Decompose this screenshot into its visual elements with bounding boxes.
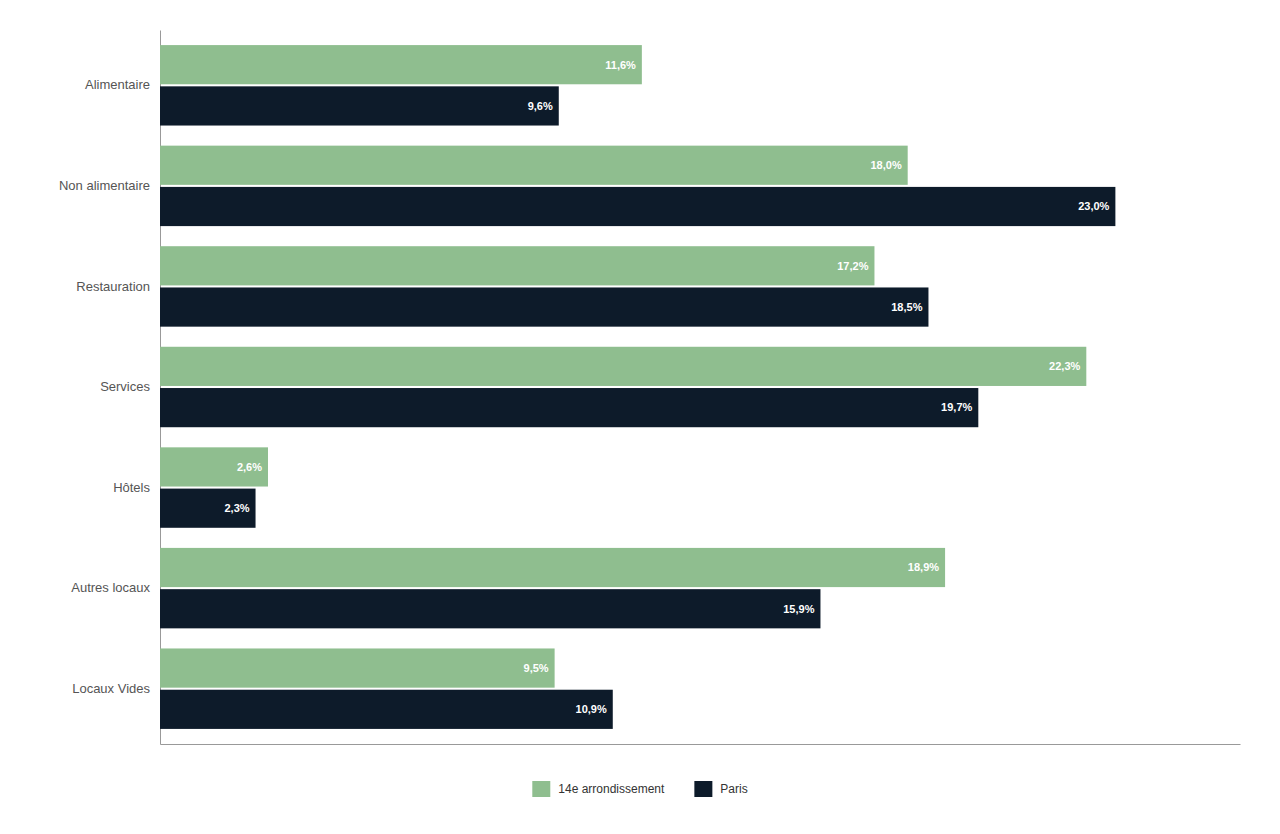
y-tick: Hôtels xyxy=(113,480,150,495)
bar xyxy=(160,388,978,427)
y-axis-line xyxy=(160,31,161,745)
legend-label: 14e arrondissement xyxy=(558,782,665,796)
data-label: 23,0% xyxy=(1078,200,1109,212)
bar xyxy=(160,187,1115,226)
data-label: 17,2% xyxy=(837,260,868,272)
bar xyxy=(160,246,874,285)
legend-swatch xyxy=(532,781,550,797)
bar xyxy=(160,347,1086,386)
legend: 14e arrondissement Paris xyxy=(532,781,747,797)
y-tick-label: Hôtels xyxy=(113,480,150,495)
data-label: 2,6% xyxy=(237,461,262,473)
data-label: 19,7% xyxy=(941,401,972,413)
y-tick-label: Services xyxy=(100,379,150,394)
plot: Alimentaire Non alimentaire Restauration Se… xyxy=(59,31,1241,745)
bar xyxy=(160,690,613,729)
y-tick-label: Non alimentaire xyxy=(59,178,150,193)
bar xyxy=(160,589,820,628)
data-label: 18,5% xyxy=(891,301,922,313)
chart: Alimentaire Non alimentaire Restauration Se… xyxy=(0,0,1280,834)
y-tick: Non alimentaire xyxy=(59,178,150,193)
y-tick: Alimentaire xyxy=(85,77,150,92)
data-label: 18,9% xyxy=(908,561,939,573)
legend-swatch xyxy=(694,781,712,797)
y-tick: Restauration xyxy=(76,279,150,294)
bar xyxy=(160,86,559,125)
bar xyxy=(160,146,908,185)
y-tick-label: Locaux Vides xyxy=(72,681,150,696)
y-tick-label: Autres locaux xyxy=(71,580,150,595)
y-tick: Services xyxy=(100,379,150,394)
y-tick-label: Alimentaire xyxy=(85,77,150,92)
y-tick: Locaux Vides xyxy=(72,681,150,696)
y-tick: Autres locaux xyxy=(71,580,150,595)
data-label: 9,6% xyxy=(528,100,553,112)
x-axis xyxy=(161,744,1241,745)
legend-label: Paris xyxy=(720,782,747,796)
data-label: 11,6% xyxy=(605,59,636,71)
data-label: 10,9% xyxy=(576,703,607,715)
bar xyxy=(160,489,256,528)
bar xyxy=(160,648,555,687)
legend-item: 14e arrondissement xyxy=(532,781,665,797)
x-axis-line xyxy=(161,744,1241,745)
bars xyxy=(160,45,1115,729)
data-label: 9,5% xyxy=(524,662,549,674)
data-label: 18,0% xyxy=(870,159,901,171)
data-label: 2,3% xyxy=(224,502,249,514)
bar xyxy=(160,447,268,486)
y-axis: Alimentaire Non alimentaire Restauration Se… xyxy=(59,31,161,745)
legend-item: Paris xyxy=(694,781,747,797)
data-labels: 11,6% 18,0% 17,2% 22,3% 2,6% 18,9% 9,5% 9,6% 23,… xyxy=(224,59,1109,716)
data-label: 15,9% xyxy=(783,603,814,615)
data-label: 22,3% xyxy=(1049,360,1080,372)
bar xyxy=(160,548,945,587)
bar xyxy=(160,45,642,84)
bar xyxy=(160,287,928,326)
y-tick-label: Restauration xyxy=(76,279,150,294)
